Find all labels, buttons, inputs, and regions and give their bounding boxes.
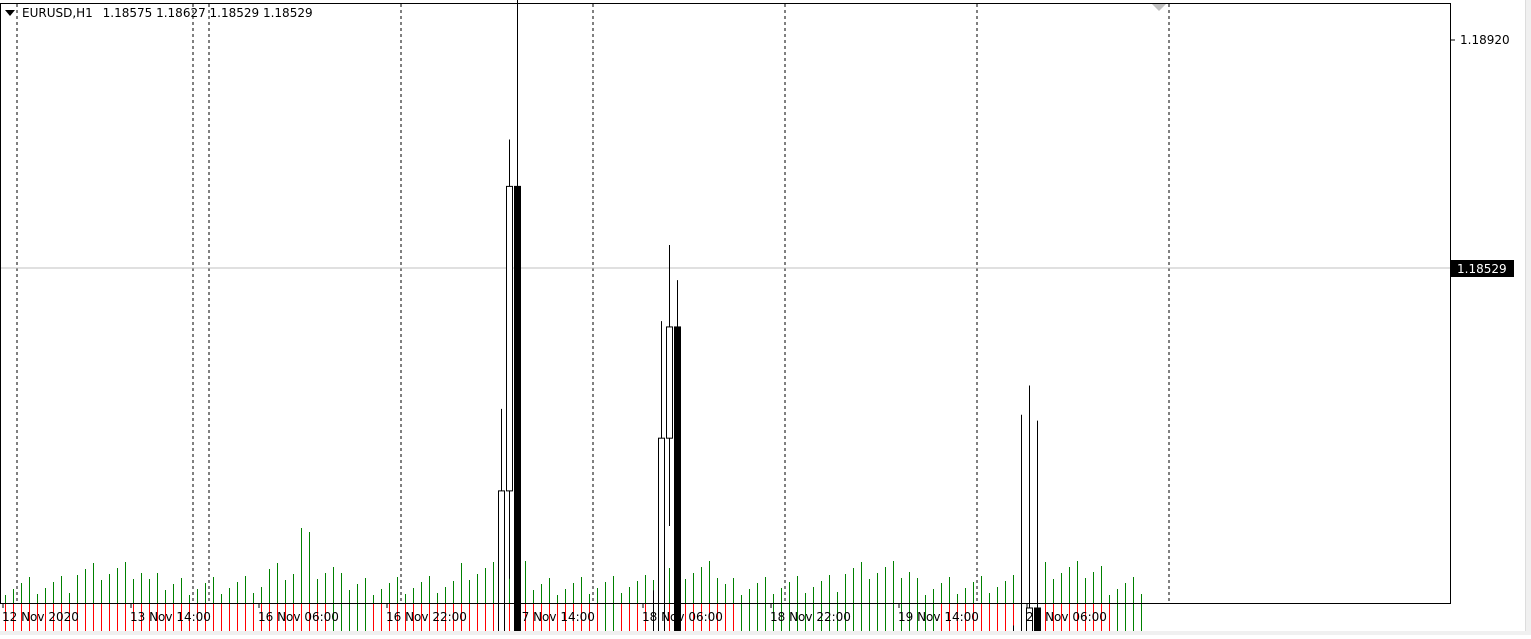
plot-frame (0, 3, 1451, 604)
svg-text:13 Nov 14:00: 13 Nov 14:00 (130, 610, 211, 624)
current-price-label: 1.18529 (1457, 262, 1507, 276)
svg-text:16 Nov 22:00: 16 Nov 22:00 (386, 610, 467, 624)
symbol-label: EURUSD,H1 (22, 6, 93, 20)
svg-text:18 Nov 06:00: 18 Nov 06:00 (642, 610, 723, 624)
period-separators (16, 4, 1170, 603)
candlesticks (498, 0, 1041, 639)
svg-text:1.18920: 1.18920 (1460, 33, 1510, 47)
time-axis: 12 Nov 2020 13 Nov 14:00 16 Nov 06:00 16 No… (2, 603, 1107, 624)
current-price-badge (1451, 260, 1514, 277)
price-axis: 1.189201.188051.186951.185801.184701.183… (1450, 33, 1510, 47)
svg-text:19 Nov 14:00: 19 Nov 14:00 (898, 610, 979, 624)
svg-text:12 Nov 2020: 12 Nov 2020 (2, 610, 79, 624)
chart-tab-bar[interactable] (0, 631, 1531, 635)
side-scrollbar[interactable] (1525, 0, 1531, 635)
svg-text:18 Nov 22:00: 18 Nov 22:00 (770, 610, 851, 624)
svg-text:17 Nov 14:00: 17 Nov 14:00 (514, 610, 595, 624)
shift-marker-icon[interactable] (1152, 4, 1166, 11)
volume-histogram (5, 528, 1142, 603)
chart-title: EURUSD,H1 1.18575 1.18627 1.18529 1.1852… (22, 6, 313, 20)
svg-text:16 Nov 06:00: 16 Nov 06:00 (258, 610, 339, 624)
svg-text:20 Nov 06:00: 20 Nov 06:00 (1026, 610, 1107, 624)
triangle-down-icon[interactable] (5, 10, 15, 16)
ohlc-values: 1.18575 1.18627 1.18529 1.18529 (102, 6, 313, 20)
